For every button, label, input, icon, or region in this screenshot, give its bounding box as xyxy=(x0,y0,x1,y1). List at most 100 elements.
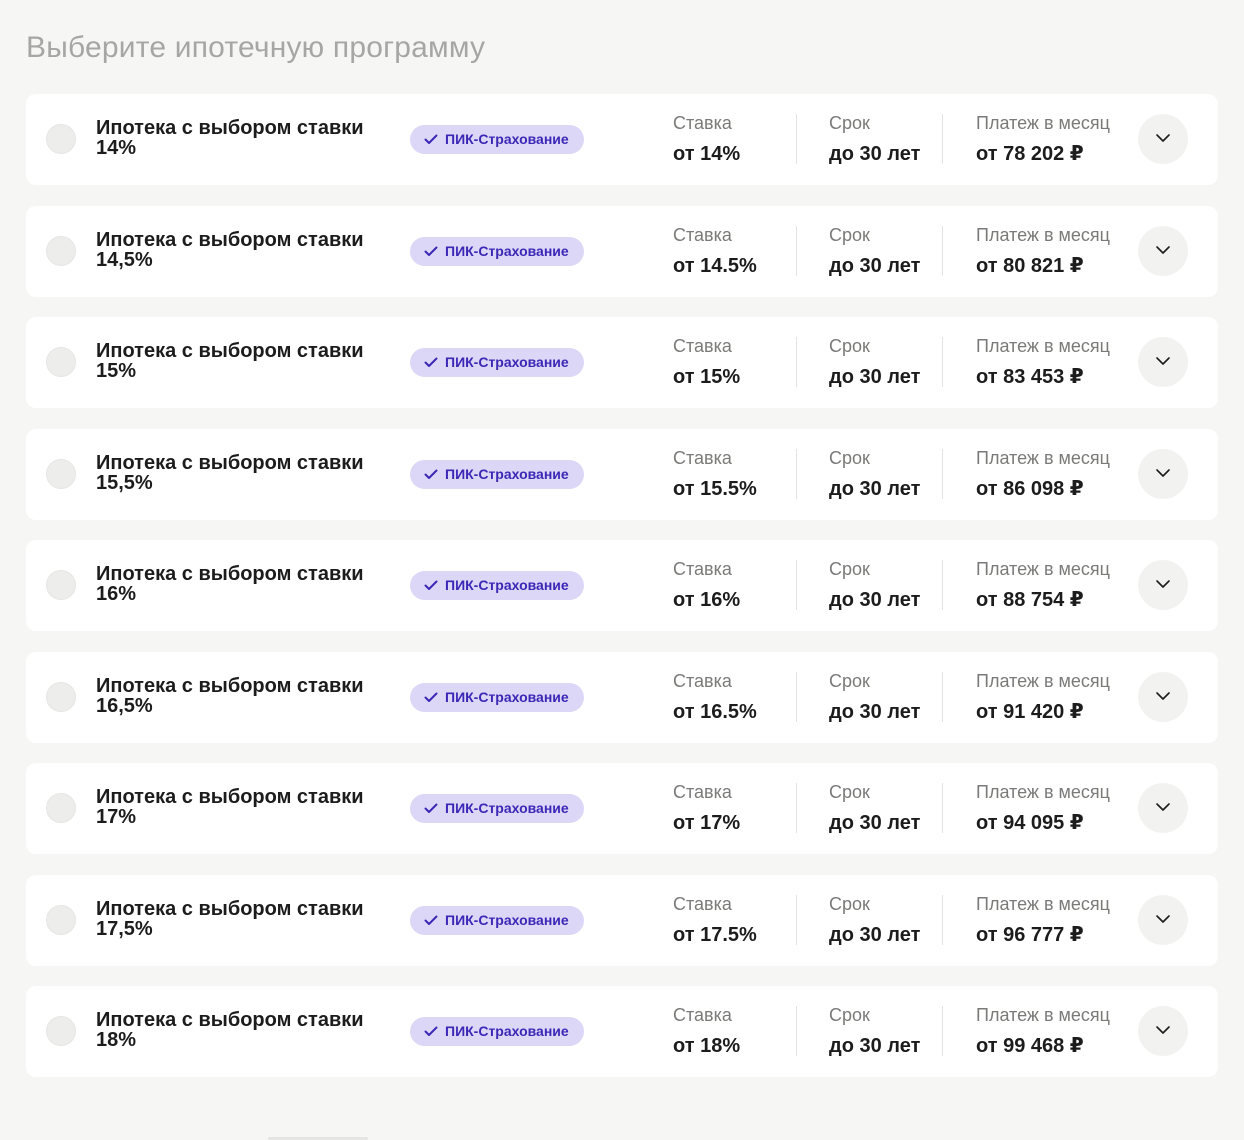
payment-label: Платеж в месяц xyxy=(976,447,1110,468)
program-card[interactable]: Ипотека с выбором ставки 15% ПИК-Страхов… xyxy=(26,317,1218,408)
divider xyxy=(942,671,943,722)
payment-value: от 86 098 ₽ xyxy=(976,477,1084,500)
expand-button[interactable] xyxy=(1138,671,1188,722)
check-icon xyxy=(424,246,438,257)
insurance-badge[interactable]: ПИК-Страхование xyxy=(410,459,584,489)
term-value: до 30 лет xyxy=(829,143,921,165)
payment-label: Платеж в месяц xyxy=(976,113,1110,133)
term-value: до 30 лет xyxy=(829,812,921,834)
term-column: Срок до 30 лет xyxy=(829,224,920,278)
expand-button[interactable] xyxy=(1138,1006,1188,1056)
program-radio[interactable] xyxy=(46,681,76,712)
divider xyxy=(796,225,797,276)
rate-label: Ставка xyxy=(673,447,732,468)
program-card[interactable]: Ипотека с выбором ставки 14% ПИК-Страхов… xyxy=(26,94,1218,185)
chevron-down-icon xyxy=(1155,1022,1171,1040)
program-name: Ипотека с выбором ставки 15% xyxy=(96,340,364,382)
divider xyxy=(796,783,797,833)
term-value: до 30 лет xyxy=(829,589,921,611)
insurance-badge[interactable]: ПИК-Страхование xyxy=(410,794,584,823)
program-radio[interactable] xyxy=(46,347,76,377)
term-value: до 30 лет xyxy=(829,254,921,277)
insurance-badge[interactable]: ПИК-Страхование xyxy=(410,348,584,377)
term-label: Срок xyxy=(829,224,870,245)
rate-label: Ставка xyxy=(673,224,732,245)
expand-button[interactable] xyxy=(1138,448,1188,499)
payment-label: Платеж в месяц xyxy=(976,224,1110,245)
expand-button[interactable] xyxy=(1138,560,1188,610)
rate-column: Ставка от 16% xyxy=(673,558,740,612)
program-radio[interactable] xyxy=(46,1016,76,1046)
term-value: до 30 лет xyxy=(829,366,921,388)
payment-value: от 78 202 ₽ xyxy=(976,143,1084,165)
expand-button[interactable] xyxy=(1138,894,1188,945)
program-name: Ипотека с выбором ставки 18% xyxy=(96,1009,364,1051)
payment-column: Платеж в месяц от 99 468 ₽ xyxy=(976,1004,1110,1058)
program-radio[interactable] xyxy=(46,904,76,935)
rate-label: Ставка xyxy=(673,782,732,802)
program-card[interactable]: Ипотека с выбором ставки 17,5% ПИК-Страх… xyxy=(26,874,1218,966)
insurance-badge[interactable]: ПИК-Страхование xyxy=(410,1017,584,1046)
divider xyxy=(796,114,797,164)
program-radio[interactable] xyxy=(46,793,76,823)
payment-label: Платеж в месяц xyxy=(976,670,1110,691)
rate-value: от 18% xyxy=(673,1035,741,1057)
insurance-badge[interactable]: ПИК-Страхование xyxy=(410,571,584,600)
program-radio[interactable] xyxy=(46,235,76,266)
insurance-badge-label: ПИК-Страхование xyxy=(445,465,569,482)
divider xyxy=(796,1006,797,1056)
rate-value: от 16.5% xyxy=(673,700,757,723)
payment-value: от 91 420 ₽ xyxy=(976,700,1084,723)
rate-label: Ставка xyxy=(673,1005,732,1025)
expand-button[interactable] xyxy=(1138,114,1188,164)
payment-column: Платеж в месяц от 83 453 ₽ xyxy=(976,335,1110,389)
chevron-down-icon xyxy=(1155,465,1171,483)
divider xyxy=(942,1006,943,1056)
payment-value: от 80 821 ₽ xyxy=(976,254,1084,277)
insurance-badge-label: ПИК-Страхование xyxy=(445,800,569,816)
program-card[interactable]: Ипотека с выбором ставки 14,5% ПИК-Страх… xyxy=(26,205,1218,297)
divider xyxy=(796,337,797,387)
insurance-badge[interactable]: ПИК-Страхование xyxy=(410,682,584,712)
divider xyxy=(796,671,797,722)
rate-column: Ставка от 14.5% xyxy=(673,224,757,278)
program-card[interactable]: Ипотека с выбором ставки 16,5% ПИК-Страх… xyxy=(26,651,1218,743)
rate-value: от 14.5% xyxy=(673,254,757,277)
check-icon xyxy=(424,357,438,368)
payment-column: Платеж в месяц от 94 095 ₽ xyxy=(976,781,1110,835)
program-radio[interactable] xyxy=(46,570,76,600)
term-column: Срок до 30 лет xyxy=(829,558,920,612)
expand-button[interactable] xyxy=(1138,783,1188,833)
rate-column: Ставка от 18% xyxy=(673,1004,740,1058)
program-list: Ипотека с выбором ставки 14% ПИК-Страхов… xyxy=(26,94,1218,1098)
insurance-badge[interactable]: ПИК-Страхование xyxy=(410,236,584,266)
expand-button[interactable] xyxy=(1138,225,1188,276)
chevron-down-icon xyxy=(1155,576,1171,594)
insurance-badge-label: ПИК-Страхование xyxy=(445,131,569,147)
term-value: до 30 лет xyxy=(829,1035,921,1057)
program-card[interactable]: Ипотека с выбором ставки 18% ПИК-Страхов… xyxy=(26,986,1218,1077)
term-column: Срок до 30 лет xyxy=(829,893,920,947)
program-card[interactable]: Ипотека с выбором ставки 16% ПИК-Страхов… xyxy=(26,540,1218,631)
insurance-badge[interactable]: ПИК-Страхование xyxy=(410,125,584,154)
program-card[interactable]: Ипотека с выбором ставки 15,5% ПИК-Страх… xyxy=(26,428,1218,520)
term-label: Срок xyxy=(829,559,870,579)
divider xyxy=(942,560,943,610)
insurance-badge-label: ПИК-Страхование xyxy=(445,688,569,705)
divider xyxy=(942,448,943,499)
rate-column: Ставка от 15% xyxy=(673,335,740,389)
expand-button[interactable] xyxy=(1138,337,1188,387)
chevron-down-icon xyxy=(1155,911,1171,929)
insurance-badge[interactable]: ПИК-Страхование xyxy=(410,905,584,935)
program-radio[interactable] xyxy=(46,458,76,489)
program-radio[interactable] xyxy=(46,124,76,154)
payment-column: Платеж в месяц от 96 777 ₽ xyxy=(976,893,1110,947)
program-card[interactable]: Ипотека с выбором ставки 17% ПИК-Страхов… xyxy=(26,763,1218,854)
insurance-badge-label: ПИК-Страхование xyxy=(445,577,569,593)
divider xyxy=(942,225,943,276)
payment-value: от 83 453 ₽ xyxy=(976,366,1084,388)
term-label: Срок xyxy=(829,782,870,802)
rate-label: Ставка xyxy=(673,336,732,356)
rate-column: Ставка от 17.5% xyxy=(673,893,757,947)
payment-value: от 88 754 ₽ xyxy=(976,589,1084,611)
